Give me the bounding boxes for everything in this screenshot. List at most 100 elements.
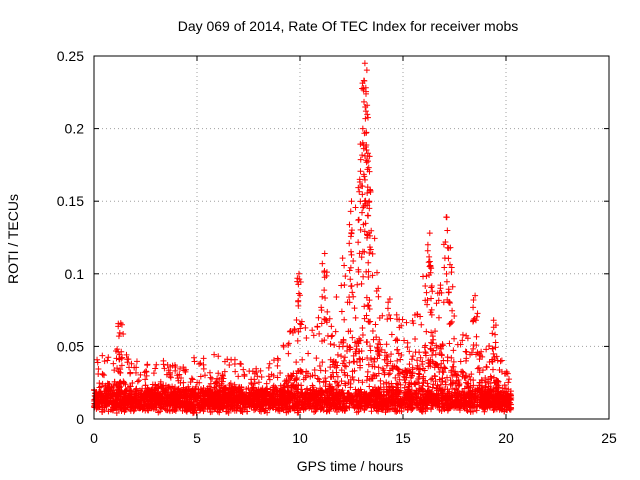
data-point xyxy=(404,344,411,351)
data-point xyxy=(110,399,117,406)
data-point xyxy=(153,361,160,368)
data-point xyxy=(446,340,453,347)
data-point xyxy=(424,388,431,395)
data-point xyxy=(490,324,497,331)
data-point xyxy=(332,394,339,401)
data-point xyxy=(444,354,451,361)
data-point xyxy=(173,396,180,403)
data-point xyxy=(376,399,383,406)
data-point xyxy=(470,382,477,389)
data-point xyxy=(277,369,284,376)
data-point xyxy=(341,316,348,323)
data-point xyxy=(381,349,388,356)
data-point xyxy=(475,364,482,371)
data-point xyxy=(364,190,371,197)
data-point xyxy=(502,388,509,395)
data-point xyxy=(238,407,245,414)
data-point xyxy=(131,399,138,406)
data-point xyxy=(382,409,389,416)
data-point xyxy=(461,374,468,381)
data-point xyxy=(405,386,412,393)
data-point xyxy=(277,388,284,395)
data-point xyxy=(191,358,198,365)
data-point xyxy=(115,404,122,410)
data-point xyxy=(217,403,224,410)
data-point xyxy=(413,387,420,394)
data-point xyxy=(369,389,376,396)
data-point xyxy=(473,407,480,414)
data-point xyxy=(446,321,453,328)
data-point xyxy=(449,363,456,370)
data-point xyxy=(213,383,220,390)
data-point xyxy=(371,358,378,365)
data-point xyxy=(107,406,114,413)
data-point xyxy=(271,388,278,395)
data-point xyxy=(380,367,387,374)
data-point xyxy=(100,396,107,403)
data-point xyxy=(359,379,366,386)
y-axis-label: ROTI / TECUs xyxy=(5,194,21,284)
data-point xyxy=(362,108,369,115)
data-point xyxy=(232,394,239,401)
data-point xyxy=(341,262,348,269)
data-point xyxy=(374,355,381,362)
data-point xyxy=(291,377,298,384)
data-point xyxy=(386,311,393,318)
data-point xyxy=(366,168,373,175)
data-point xyxy=(316,363,323,370)
data-point xyxy=(396,376,403,383)
data-point xyxy=(380,380,387,387)
data-point xyxy=(141,400,148,407)
data-point xyxy=(277,395,284,402)
data-point xyxy=(447,320,454,327)
data-point xyxy=(348,251,355,258)
data-point xyxy=(380,400,387,407)
data-point xyxy=(294,275,301,282)
data-point xyxy=(333,369,340,376)
data-point xyxy=(410,391,417,398)
data-point xyxy=(106,380,113,387)
data-point xyxy=(498,357,505,364)
data-point xyxy=(98,400,105,407)
data-point xyxy=(406,361,413,368)
data-point xyxy=(473,342,480,349)
data-point xyxy=(358,254,365,261)
data-point xyxy=(434,382,441,389)
data-point xyxy=(318,304,325,311)
axis-ticks: 0 5 10 15 20 25 0 0.05 0.1 0.15 0.2 0.25 xyxy=(57,48,617,446)
data-point xyxy=(176,389,183,396)
data-point xyxy=(370,403,377,410)
data-point xyxy=(355,408,362,415)
data-point xyxy=(319,359,326,366)
data-point xyxy=(346,299,353,306)
data-point xyxy=(264,390,271,397)
data-point xyxy=(394,346,401,353)
data-point xyxy=(301,400,308,407)
data-point xyxy=(463,348,470,355)
data-point xyxy=(274,374,281,381)
data-point xyxy=(295,382,302,389)
data-point xyxy=(479,353,486,360)
data-point xyxy=(304,392,311,399)
data-point xyxy=(165,367,172,374)
data-point xyxy=(449,307,456,314)
data-point xyxy=(263,380,270,387)
data-point xyxy=(420,379,427,386)
data-point xyxy=(286,376,293,383)
data-point xyxy=(286,405,293,412)
data-point xyxy=(322,295,329,302)
data-point xyxy=(348,283,355,290)
data-point xyxy=(388,393,395,400)
data-point xyxy=(282,389,289,396)
data-point xyxy=(395,381,402,388)
data-point xyxy=(195,401,202,408)
data-point xyxy=(341,281,348,288)
data-point xyxy=(394,365,401,372)
data-point xyxy=(400,397,407,404)
data-point xyxy=(428,376,435,383)
data-point xyxy=(95,388,102,395)
data-point xyxy=(347,276,354,283)
data-point xyxy=(444,399,451,406)
data-point xyxy=(143,391,150,398)
data-point xyxy=(363,377,370,384)
